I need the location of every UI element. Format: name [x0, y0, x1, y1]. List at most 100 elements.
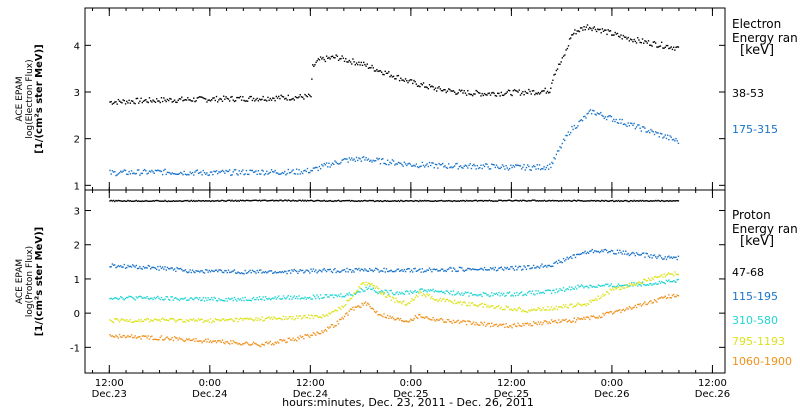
electron-point-38-53: [275, 95, 278, 98]
proton-point-310-580: [316, 294, 318, 296]
proton-point-310-580: [518, 293, 520, 295]
proton-point-795-1193: [628, 282, 631, 285]
proton-point-795-1193: [634, 284, 637, 287]
proton-point-47-68: [646, 200, 649, 202]
proton-point-795-1193: [257, 317, 260, 319]
proton-point-310-580: [182, 298, 184, 300]
electron-point-175-315: [321, 163, 323, 166]
proton-point-47-68: [123, 200, 126, 202]
electron-point-175-315: [224, 172, 226, 174]
proton-point-1060-1900: [127, 334, 129, 337]
proton-point-310-580: [616, 285, 619, 287]
electron-point-38-53: [503, 94, 505, 97]
proton-point-310-580: [360, 288, 363, 290]
proton-point-795-1193: [453, 299, 456, 302]
proton-point-115-195: [396, 268, 398, 271]
proton-point-47-68: [674, 200, 676, 202]
proton-point-47-68: [495, 200, 498, 202]
proton-point-47-68: [263, 199, 266, 201]
proton-point-115-195: [512, 267, 514, 270]
proton-point-310-580: [311, 298, 313, 300]
proton-point-47-68: [482, 200, 485, 202]
proton-point-310-580: [674, 280, 676, 283]
proton-point-47-68: [360, 200, 363, 202]
proton-point-795-1193: [183, 320, 185, 323]
electron-point-38-53: [179, 98, 182, 100]
proton-point-47-68: [179, 200, 182, 202]
electron-point-38-53: [232, 99, 234, 101]
proton-point-310-580: [376, 291, 378, 294]
proton-point-795-1193: [644, 278, 646, 281]
electron-point-175-315: [234, 169, 237, 171]
electron-point-175-315: [414, 165, 416, 167]
electron-point-175-315: [170, 173, 172, 175]
electron-point-175-315: [367, 158, 370, 160]
proton-point-47-68: [136, 200, 139, 202]
proton-point-310-580: [178, 299, 181, 302]
electron-point-175-315: [559, 146, 561, 148]
proton-point-115-195: [252, 270, 255, 273]
proton-point-47-68: [420, 200, 422, 202]
proton-point-1060-1900: [615, 309, 617, 312]
electron-point-38-53: [645, 40, 647, 43]
proton-point-1060-1900: [151, 335, 153, 337]
proton-point-115-195: [245, 272, 248, 274]
proton-point-795-1193: [120, 319, 122, 321]
proton-point-795-1193: [380, 293, 382, 295]
proton-point-47-68: [548, 199, 550, 202]
proton-point-115-195: [330, 270, 333, 273]
electron-point-38-53: [169, 97, 171, 100]
proton-point-47-68: [120, 200, 122, 202]
proton-point-795-1193: [324, 315, 327, 317]
proton-point-310-580: [513, 292, 516, 294]
proton-point-310-580: [653, 283, 656, 285]
electron-point-38-53: [477, 91, 480, 94]
electron-point-38-53: [175, 101, 177, 103]
proton-point-310-580: [181, 297, 183, 300]
proton-point-795-1193: [433, 299, 436, 301]
proton-point-115-195: [269, 270, 272, 272]
proton-point-795-1193: [638, 281, 640, 283]
proton-point-47-68: [112, 199, 115, 202]
proton-point-1060-1900: [299, 335, 301, 337]
proton-point-795-1193: [147, 318, 149, 320]
electron-point-175-315: [676, 140, 678, 142]
proton-point-310-580: [422, 290, 425, 292]
proton-point-115-195: [574, 256, 577, 259]
proton-point-1060-1900: [282, 339, 285, 341]
electron-point-175-315: [343, 158, 346, 160]
electron-point-38-53: [652, 41, 654, 43]
electron-point-175-315: [111, 170, 114, 172]
electron-point-38-53: [614, 31, 616, 34]
proton-point-795-1193: [239, 317, 242, 319]
electron-point-175-315: [654, 131, 657, 133]
proton-point-47-68: [285, 199, 287, 201]
proton-point-115-195: [112, 264, 115, 266]
electron-point-38-53: [531, 90, 534, 92]
proton-point-47-68: [343, 200, 346, 202]
proton-point-1060-1900: [181, 338, 183, 340]
proton-point-115-195: [133, 265, 135, 267]
proton-point-795-1193: [485, 303, 487, 306]
electron-point-175-315: [372, 159, 374, 162]
proton-point-1060-1900: [120, 336, 122, 338]
proton-point-47-68: [273, 200, 275, 202]
proton-point-1060-1900: [647, 302, 650, 304]
electron-point-38-53: [654, 42, 657, 44]
proton-point-1060-1900: [408, 320, 411, 322]
proton-point-795-1193: [462, 301, 464, 304]
proton-point-310-580: [347, 294, 349, 296]
proton-point-1060-1900: [334, 325, 336, 327]
electron-point-175-315: [218, 171, 220, 173]
electron-point-38-53: [339, 58, 341, 60]
electron-point-38-53: [371, 64, 373, 67]
proton-point-115-195: [592, 251, 595, 254]
proton-point-115-195: [345, 271, 347, 273]
proton-point-310-580: [160, 296, 163, 299]
electron-point-38-53: [301, 96, 304, 99]
proton-point-310-580: [656, 283, 658, 286]
proton-point-310-580: [354, 293, 357, 295]
proton-point-1060-1900: [526, 322, 529, 324]
proton-point-795-1193: [482, 306, 485, 308]
proton-point-47-68: [200, 200, 202, 202]
